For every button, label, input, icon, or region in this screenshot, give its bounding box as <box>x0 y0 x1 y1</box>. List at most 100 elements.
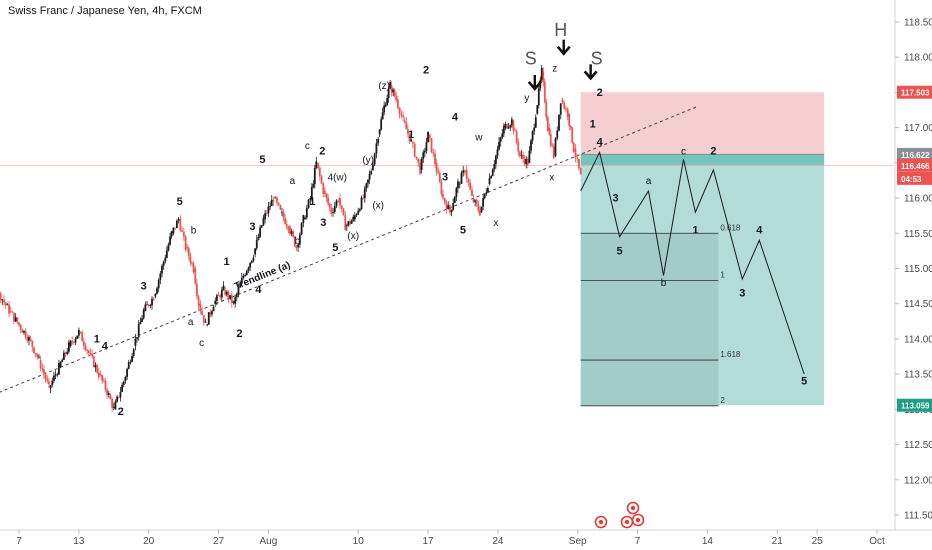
candle-body <box>181 230 184 232</box>
projected-wave-path[interactable] <box>580 150 805 375</box>
candle-body <box>146 304 148 306</box>
candle-body <box>43 369 45 375</box>
candle-body <box>403 120 406 123</box>
candle-body <box>141 318 143 322</box>
candle-body <box>386 97 389 106</box>
candle-body <box>339 198 341 206</box>
candle-body <box>39 360 42 368</box>
candle-body <box>51 380 54 386</box>
candle-body <box>487 188 489 193</box>
candle-body <box>14 317 17 322</box>
candle-body <box>79 331 82 333</box>
candle-body <box>502 125 505 134</box>
wave-label: x <box>549 172 554 183</box>
candle-body <box>215 295 218 301</box>
candle-body <box>161 265 163 274</box>
candle-body <box>333 205 336 213</box>
candle-body <box>298 234 301 245</box>
candle-body <box>202 315 205 323</box>
y-tick-label: 115.500 <box>904 229 932 240</box>
trendline[interactable] <box>0 106 698 413</box>
candle-body <box>290 231 293 234</box>
y-tick-label: 118.000 <box>904 53 932 64</box>
candle-body <box>425 142 428 151</box>
stop-price-tag <box>897 85 932 99</box>
candle-body <box>184 236 187 250</box>
hs-label: S <box>525 48 537 68</box>
candle-body <box>400 114 403 116</box>
current-price-tag <box>897 158 932 172</box>
down-arrow-head <box>556 45 571 56</box>
wave-label: 1 <box>223 256 229 268</box>
candle-body <box>491 169 494 177</box>
price-axis[interactable] <box>895 0 932 550</box>
projected-wave-label: c <box>681 146 686 157</box>
event-badges[interactable] <box>594 501 645 529</box>
candle-body <box>358 209 361 211</box>
candle-body <box>217 295 220 297</box>
candle-body <box>542 71 545 82</box>
candle-body <box>104 380 107 390</box>
candle-body <box>362 197 365 199</box>
candle-body <box>279 205 282 210</box>
candle-body <box>114 401 117 410</box>
candle-body <box>469 182 472 190</box>
candle-body <box>566 108 569 117</box>
candle-body <box>328 203 331 208</box>
candle-body <box>235 293 238 298</box>
candle-body <box>569 125 572 128</box>
position-tool[interactable] <box>0 92 895 406</box>
candle-body <box>471 189 473 196</box>
candle-body <box>572 142 575 152</box>
candle-body <box>53 375 55 381</box>
candle-body <box>265 213 268 215</box>
wave-label: 4 <box>255 284 262 296</box>
wave-label: 5 <box>332 242 338 254</box>
candle-body <box>92 356 95 368</box>
x-tick-label: 10 <box>353 536 365 547</box>
time-axis[interactable]: 7 13 20 27 Aug 10 17 24 Sep 7 14 21 25 Oct <box>16 530 885 547</box>
x-tick-label: 7 <box>635 536 641 547</box>
candle-body <box>410 139 412 142</box>
candle-body <box>510 119 513 126</box>
candle-body <box>488 178 491 184</box>
candle-body <box>498 141 500 150</box>
candle-body <box>565 108 567 110</box>
wave-label: y <box>524 93 529 104</box>
candle-body <box>11 311 14 313</box>
down-arrow-head <box>583 70 598 81</box>
wave-label: 4 <box>102 340 109 352</box>
candle-body <box>0 293 2 301</box>
candle-body <box>119 391 122 398</box>
candle-body <box>475 200 478 205</box>
candle-body <box>121 384 123 392</box>
candle-body <box>136 337 138 339</box>
candle-body <box>245 270 248 275</box>
candle-body <box>174 227 177 229</box>
x-tick-label: 17 <box>422 536 434 547</box>
candle-body <box>154 293 157 297</box>
wave-label: 2 <box>597 87 603 99</box>
current-price-tag-label: 116.466 <box>901 162 930 171</box>
candle-body <box>428 134 431 139</box>
candle-body <box>99 374 102 376</box>
candle-body <box>49 385 52 389</box>
y-tick-label: 114.000 <box>904 334 932 345</box>
candle-body <box>122 381 125 385</box>
candle-body <box>490 176 492 179</box>
candle-body <box>302 215 305 224</box>
candle-body <box>179 219 182 231</box>
candle-body <box>66 351 69 354</box>
candle-body <box>549 133 552 146</box>
candle-body <box>102 380 105 382</box>
candle-body <box>156 288 158 294</box>
candle-body <box>344 215 347 231</box>
wave-projection[interactable] <box>580 150 805 375</box>
candle-body <box>107 393 110 395</box>
candle-body <box>101 375 104 381</box>
wave-label: a <box>290 176 296 187</box>
head-and-shoulders: SHS <box>525 20 603 91</box>
candle-body <box>340 205 343 209</box>
stop-loss-zone[interactable] <box>580 92 825 155</box>
